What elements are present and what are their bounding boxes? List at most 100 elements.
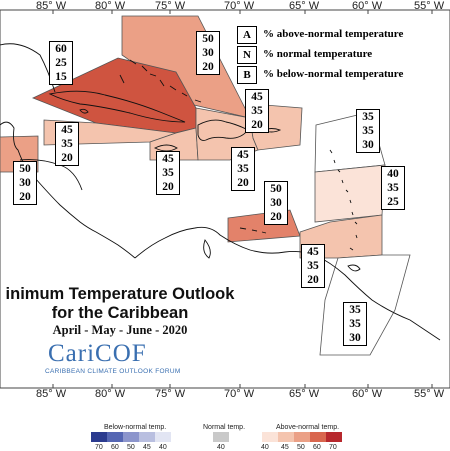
key-text: % below-normal temperature	[263, 68, 404, 80]
colorbar-swatch	[123, 432, 139, 442]
lon-label-top: 85° W	[36, 0, 67, 12]
probability-box-leeward-islands: 40 35 25	[381, 166, 405, 210]
probability-box-caribbean-sea: 50 30 20	[264, 181, 288, 225]
colorbar-swatch	[294, 432, 310, 442]
key-row-normal: N % normal temperature	[237, 46, 417, 66]
key-row-above: A % above-normal temperature	[237, 26, 417, 46]
lon-label-bottom: 55° W	[414, 388, 445, 400]
colorbar-swatch	[155, 432, 171, 442]
probability-box-cuba: 60 25 15	[49, 41, 73, 85]
above-normal-value: 50	[270, 183, 282, 195]
normal-value: 35	[61, 138, 73, 150]
above-normal-value: 45	[307, 246, 319, 258]
above-normal-value: 60	[55, 43, 67, 55]
lake-maracaibo	[203, 239, 211, 259]
colorbar-swatch	[213, 432, 229, 442]
lon-label-bottom: 70° W	[224, 388, 255, 400]
key-text: % above-normal temperature	[263, 28, 404, 40]
colorbar-tick: 50	[297, 444, 305, 451]
colorbar-tick: 70	[329, 444, 337, 451]
lon-label-bottom: 80° W	[95, 388, 126, 400]
lon-label-top: 65° W	[289, 0, 320, 12]
colorbar-tick: 45	[143, 444, 151, 451]
map-title: inimum Temperature Outlook	[5, 285, 235, 303]
below-normal-value: 20	[61, 152, 73, 164]
above-normal-value: 45	[162, 153, 174, 165]
florida-outline	[0, 43, 56, 93]
caricof-logo: CariCOF	[48, 340, 147, 367]
probability-box-turks-caicos: 45 35 20	[245, 89, 269, 133]
normal-value: 35	[251, 105, 263, 117]
bahamas-islands	[119, 59, 202, 103]
above-normal-value: 35	[362, 111, 374, 123]
normal-value: 30	[202, 47, 214, 59]
colorbar-normal-label: Normal temp.	[203, 424, 246, 431]
probability-box-bahamas: 50 30 20	[196, 31, 220, 75]
probability-box-belize: 50 30 20	[13, 161, 37, 205]
below-normal-value: 20	[237, 177, 249, 189]
normal-value: 35	[237, 163, 249, 175]
below-normal-value: 30	[349, 332, 361, 344]
central-america-outline	[0, 121, 136, 259]
colorbar-swatch	[310, 432, 326, 442]
lon-label-top: 75° W	[155, 0, 186, 12]
below-normal-value: 20	[162, 181, 174, 193]
below-normal-value: 25	[387, 196, 399, 208]
above-normal-value: 40	[387, 168, 399, 180]
below-normal-value: 30	[362, 139, 374, 151]
lon-label-bottom: 85° W	[36, 388, 67, 400]
probability-box-guianas: 35 35 30	[343, 302, 367, 346]
colorbar-swatch	[326, 432, 342, 442]
key-letter: B	[237, 66, 257, 84]
above-normal-value: 50	[202, 33, 214, 45]
above-normal-value: 45	[251, 91, 263, 103]
colorbar-above-label: Above-normal temp.	[276, 424, 340, 431]
above-normal-value: 35	[349, 304, 361, 316]
key-letter: N	[237, 46, 257, 64]
normal-value: 35	[162, 167, 174, 179]
below-normal-value: 20	[270, 211, 282, 223]
lon-label-top: 55° W	[414, 0, 445, 12]
probability-box-windward-islands: 45 35 20	[301, 244, 325, 288]
colorbar-tick: 40	[261, 444, 269, 451]
colorbar-tick: 45	[281, 444, 289, 451]
isle-of-youth	[79, 108, 89, 114]
region-bahamas	[121, 15, 251, 119]
colorbar-swatch	[278, 432, 294, 442]
lon-label-top: 80° W	[95, 0, 126, 12]
above-normal-value: 50	[19, 163, 31, 175]
key-letter: A	[237, 26, 257, 44]
above-normal-value: 45	[237, 149, 249, 161]
probability-box-cayman: 45 35 20	[55, 122, 79, 166]
lon-ticks	[52, 10, 433, 388]
normal-value: 30	[19, 177, 31, 189]
trinidad-outline	[347, 264, 361, 272]
below-normal-value: 15	[55, 71, 67, 83]
colorbar-tick: 40	[159, 444, 167, 451]
colorbar-swatch	[262, 432, 278, 442]
below-normal-value: 20	[251, 119, 263, 131]
normal-value: 35	[387, 182, 399, 194]
below-normal-value: 20	[307, 274, 319, 286]
colorbar-swatch	[139, 432, 155, 442]
colorbar-tick: 60	[313, 444, 321, 451]
below-normal-value: 20	[19, 191, 31, 203]
key-row-below: B % below-normal temperature	[237, 66, 417, 86]
normal-value: 35	[362, 125, 374, 137]
lon-label-bottom: 60° W	[352, 388, 383, 400]
normal-value: 35	[307, 260, 319, 272]
key-text: % normal temperature	[263, 48, 373, 60]
lon-label-top: 70° W	[224, 0, 255, 12]
colorbar-below-label: Below-normal temp.	[104, 424, 167, 431]
colorbar-swatch	[91, 432, 107, 442]
map-frame	[0, 9, 450, 389]
normal-value: 25	[55, 57, 67, 69]
probability-key: A % above-normal temperature N % normal …	[237, 26, 417, 86]
jamaica-outline	[153, 144, 178, 152]
probability-box-jamaica: 45 35 20	[156, 151, 180, 195]
lon-label-top: 60° W	[352, 0, 383, 12]
forecast-period: April - May - June - 2020	[52, 323, 188, 337]
south-america-coast	[134, 226, 441, 341]
probability-box-hispaniola: 45 35 20	[231, 147, 255, 191]
caricof-logo-subtitle: CARIBBEAN CLIMATE OUTLOOK FORUM	[45, 368, 181, 375]
